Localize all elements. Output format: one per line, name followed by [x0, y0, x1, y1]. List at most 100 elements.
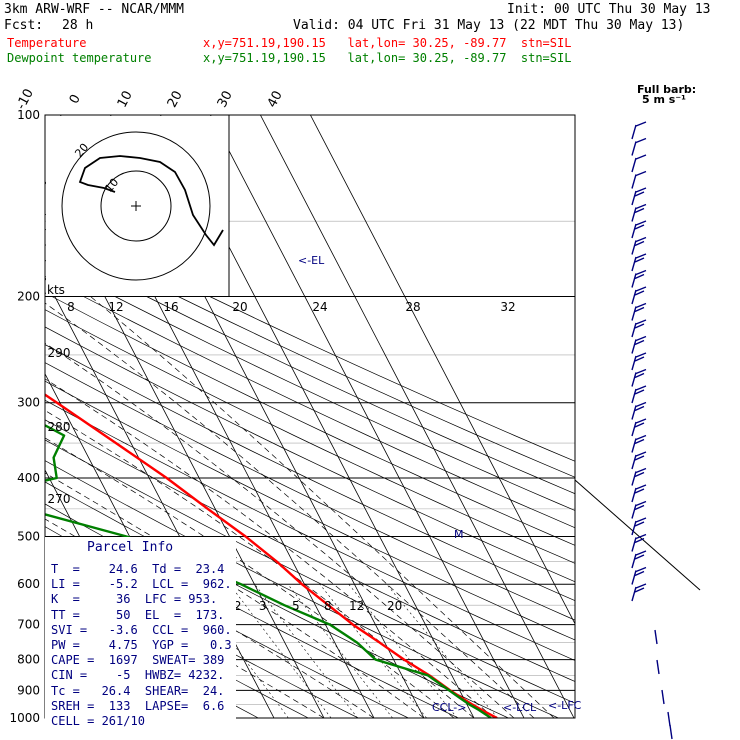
wind-barb-flag	[634, 224, 645, 230]
wind-barb	[631, 141, 637, 156]
wind-barb	[631, 207, 637, 222]
wind-barb-flag	[634, 537, 645, 544]
wind-barb	[631, 421, 637, 437]
dry-adiabat-line	[45, 213, 575, 462]
moist-adiabat-line	[45, 437, 455, 718]
dry-adiabat-line	[45, 380, 575, 641]
parcel-row: LI = -5.2 LCL = 962.	[51, 577, 232, 592]
isotherm-label: 0	[67, 92, 84, 106]
wind-barb-flag	[635, 286, 647, 292]
wind-barb	[631, 256, 637, 272]
pressure-tick-label: 1000	[9, 711, 40, 725]
left-theta-label: 280	[48, 420, 71, 434]
pressure-tick-label: 400	[17, 471, 40, 485]
moist-adiabat-line	[45, 302, 535, 718]
pressure-tick-label: 600	[17, 577, 40, 591]
mixing-ratio-label: 8	[324, 599, 332, 613]
parcel-row: SVI = -3.6 CCL = 960.	[51, 622, 232, 637]
mixing-ratio-label: 3	[259, 599, 267, 613]
el-marker: <-EL	[298, 254, 325, 267]
mixing-ratio-label: 20	[387, 599, 402, 613]
parcel-row: Tc = 26.4 SHEAR= 24.	[51, 683, 225, 698]
parcel-row: SREH = 133 LAPSE= 6.6	[51, 698, 225, 713]
pressure-tick-label: 900	[17, 683, 40, 697]
wind-barb	[631, 487, 637, 503]
moist-adiabat-line	[45, 342, 515, 718]
wind-barb-flag	[635, 236, 647, 243]
hodograph-ring	[100, 170, 172, 242]
wind-barb-flag	[635, 368, 647, 375]
wind-barb-flag	[635, 121, 647, 127]
wind-barb	[631, 553, 637, 569]
hodograph-trace	[78, 155, 224, 247]
moist-adiabat-line	[90, 296, 555, 718]
wind-barb	[631, 388, 637, 404]
parcel-info-panel: Parcel Info T = 24.6 Td = 23.4 LI = -5.2 …	[45, 537, 236, 727]
speed-tick-label: 8	[67, 300, 75, 314]
wind-barb	[631, 438, 637, 453]
speed-tick-label: 32	[500, 300, 515, 314]
wind-barb-flag	[634, 405, 645, 412]
wind-barb-flag	[634, 240, 645, 247]
wind-barb	[631, 454, 637, 470]
wind-barbs	[631, 121, 673, 740]
wind-barb-flag	[634, 570, 645, 577]
model-title: 3km ARW-WRF -- NCAR/MMM	[4, 2, 185, 17]
parcel-row: PW = 4.75 YGP = 0.3	[51, 638, 232, 652]
pressure-tick-label: 200	[17, 290, 40, 304]
wind-barb	[631, 322, 637, 338]
wind-barb-flag	[635, 467, 647, 474]
pressure-tick-label: 300	[17, 396, 40, 410]
parcel-row: CAPE = 1697 SWEAT= 389	[51, 653, 225, 668]
isotherm-label: 30	[215, 89, 236, 111]
isotherm-label: 10	[115, 89, 136, 111]
wind-barb	[631, 157, 637, 173]
wind-barb-flag	[634, 488, 645, 494]
wind-barb-flag	[635, 401, 647, 408]
wind-barb-flag	[635, 451, 647, 457]
speed-tick-label: 28	[405, 300, 420, 314]
dry-adiabat-line	[45, 292, 575, 546]
wind-barb-flag	[634, 207, 645, 214]
wind-legend-line1: Full barb:	[637, 83, 696, 96]
dewpoint-location: x,y=751.19,190.15 lat,lon= 30.25, -89.77…	[203, 51, 572, 65]
moist-adiabat-line	[45, 472, 425, 718]
wind-barb-flag	[635, 352, 647, 358]
mixing-ratio-label: 5	[292, 599, 300, 613]
wind-barb	[631, 586, 637, 602]
moist-adiabat-line	[45, 409, 475, 718]
mixing-ratio-line	[348, 584, 458, 718]
mixing-ratio-line	[319, 584, 427, 718]
wind-barb-flag	[635, 434, 647, 441]
wind-barb	[631, 273, 637, 288]
isotherm-label: 40	[265, 89, 286, 111]
wind-barb	[631, 355, 637, 371]
wind-barb	[669, 724, 673, 740]
wind-barb	[631, 570, 637, 585]
legend-dewpoint: Dewpoint temperature	[7, 51, 152, 65]
wind-barb	[661, 689, 665, 705]
left-theta-label: 270	[48, 492, 71, 506]
parcel-info-title: Parcel Info	[87, 540, 174, 555]
mixing-ratio-label: 12	[349, 599, 364, 613]
wind-barb-flag	[634, 554, 645, 560]
wind-barb-flag	[634, 438, 645, 445]
wind-barb-flag	[634, 372, 645, 379]
wind-barb	[631, 124, 637, 140]
pressure-tick-label: 100	[17, 108, 40, 122]
hodograph-ring	[61, 131, 211, 281]
left-theta-label: 290	[48, 346, 71, 360]
hodograph-axis-label: kts	[47, 283, 65, 297]
wind-barb	[631, 240, 637, 255]
mixing-ratio-line	[287, 584, 393, 718]
wind-barb-flag	[635, 385, 647, 391]
wind-barb	[667, 711, 671, 727]
wind-barb-flag	[634, 273, 645, 280]
sounding-series	[45, 393, 498, 718]
pressure-tick-label: 500	[17, 529, 40, 543]
wind-barb-flag	[635, 187, 647, 193]
wind-barb	[631, 174, 637, 189]
forecast-label: Fcst:	[4, 18, 44, 33]
pressure-tick-label: 700	[17, 618, 40, 632]
